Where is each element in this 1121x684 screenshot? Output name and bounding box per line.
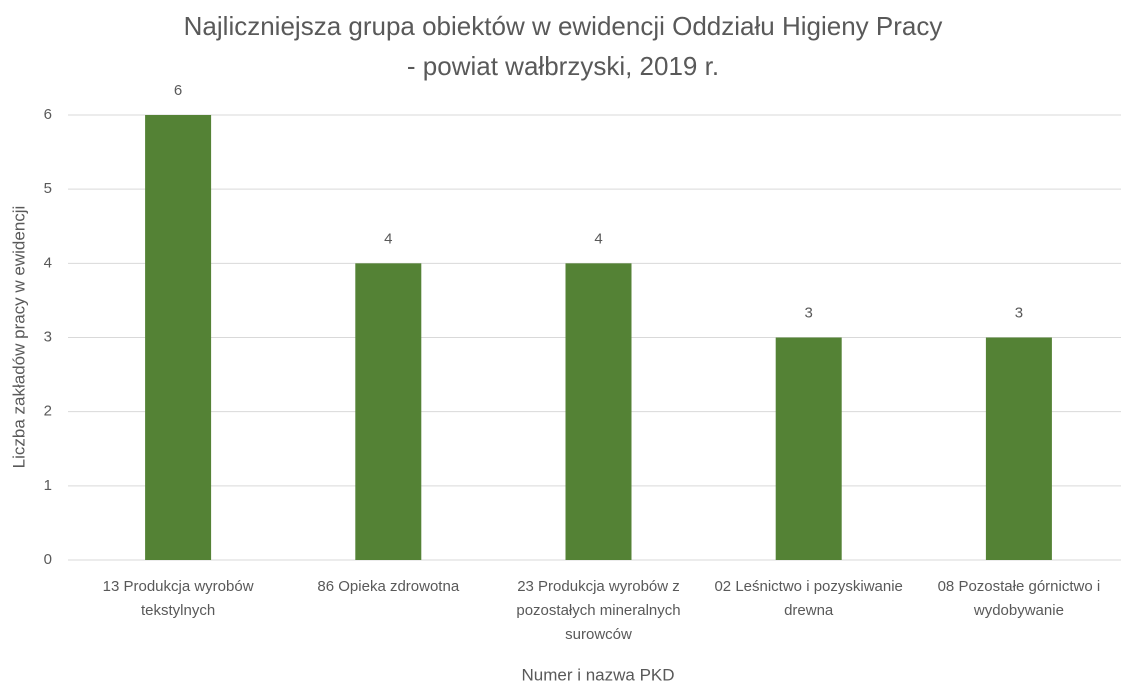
y-tick-label: 0 <box>44 551 52 568</box>
x-tick-label: 02 Leśnictwo i pozyskiwanie drewna <box>714 578 903 619</box>
data-label: 3 <box>1015 304 1023 321</box>
y-tick-label: 3 <box>44 328 52 345</box>
y-axis-title: Liczba zakładów pracy w ewidencji <box>9 206 28 469</box>
chart-title: - powiat wałbrzyski, 2019 r. <box>407 51 719 81</box>
x-tick-label: 86 Opieka zdrowotna <box>317 578 460 595</box>
data-label: 6 <box>174 82 182 99</box>
y-tick-label: 6 <box>44 106 52 123</box>
data-label: 4 <box>384 230 392 247</box>
x-axis-title: Numer i nazwa PKD <box>521 665 674 684</box>
bar <box>775 337 842 560</box>
bar <box>985 337 1052 560</box>
y-tick-label: 2 <box>44 403 52 420</box>
data-label: 3 <box>805 304 813 321</box>
x-tick-label: 23 Produkcja wyrobów z pozostałych miner… <box>516 578 681 643</box>
x-tick-label: 13 Produkcja wyrobów tekstylnych <box>102 578 254 619</box>
y-tick-label: 5 <box>44 180 52 197</box>
y-tick-label: 4 <box>44 254 52 271</box>
x-tick-label: 08 Pozostałe górnictwo i wydobywanie <box>937 578 1101 619</box>
bar <box>355 263 422 560</box>
bar <box>565 263 632 560</box>
chart-title: Najliczniejsza grupa obiektów w ewidencj… <box>184 11 943 41</box>
y-tick-label: 1 <box>44 477 52 494</box>
bar <box>145 115 212 560</box>
data-label: 4 <box>594 230 602 247</box>
